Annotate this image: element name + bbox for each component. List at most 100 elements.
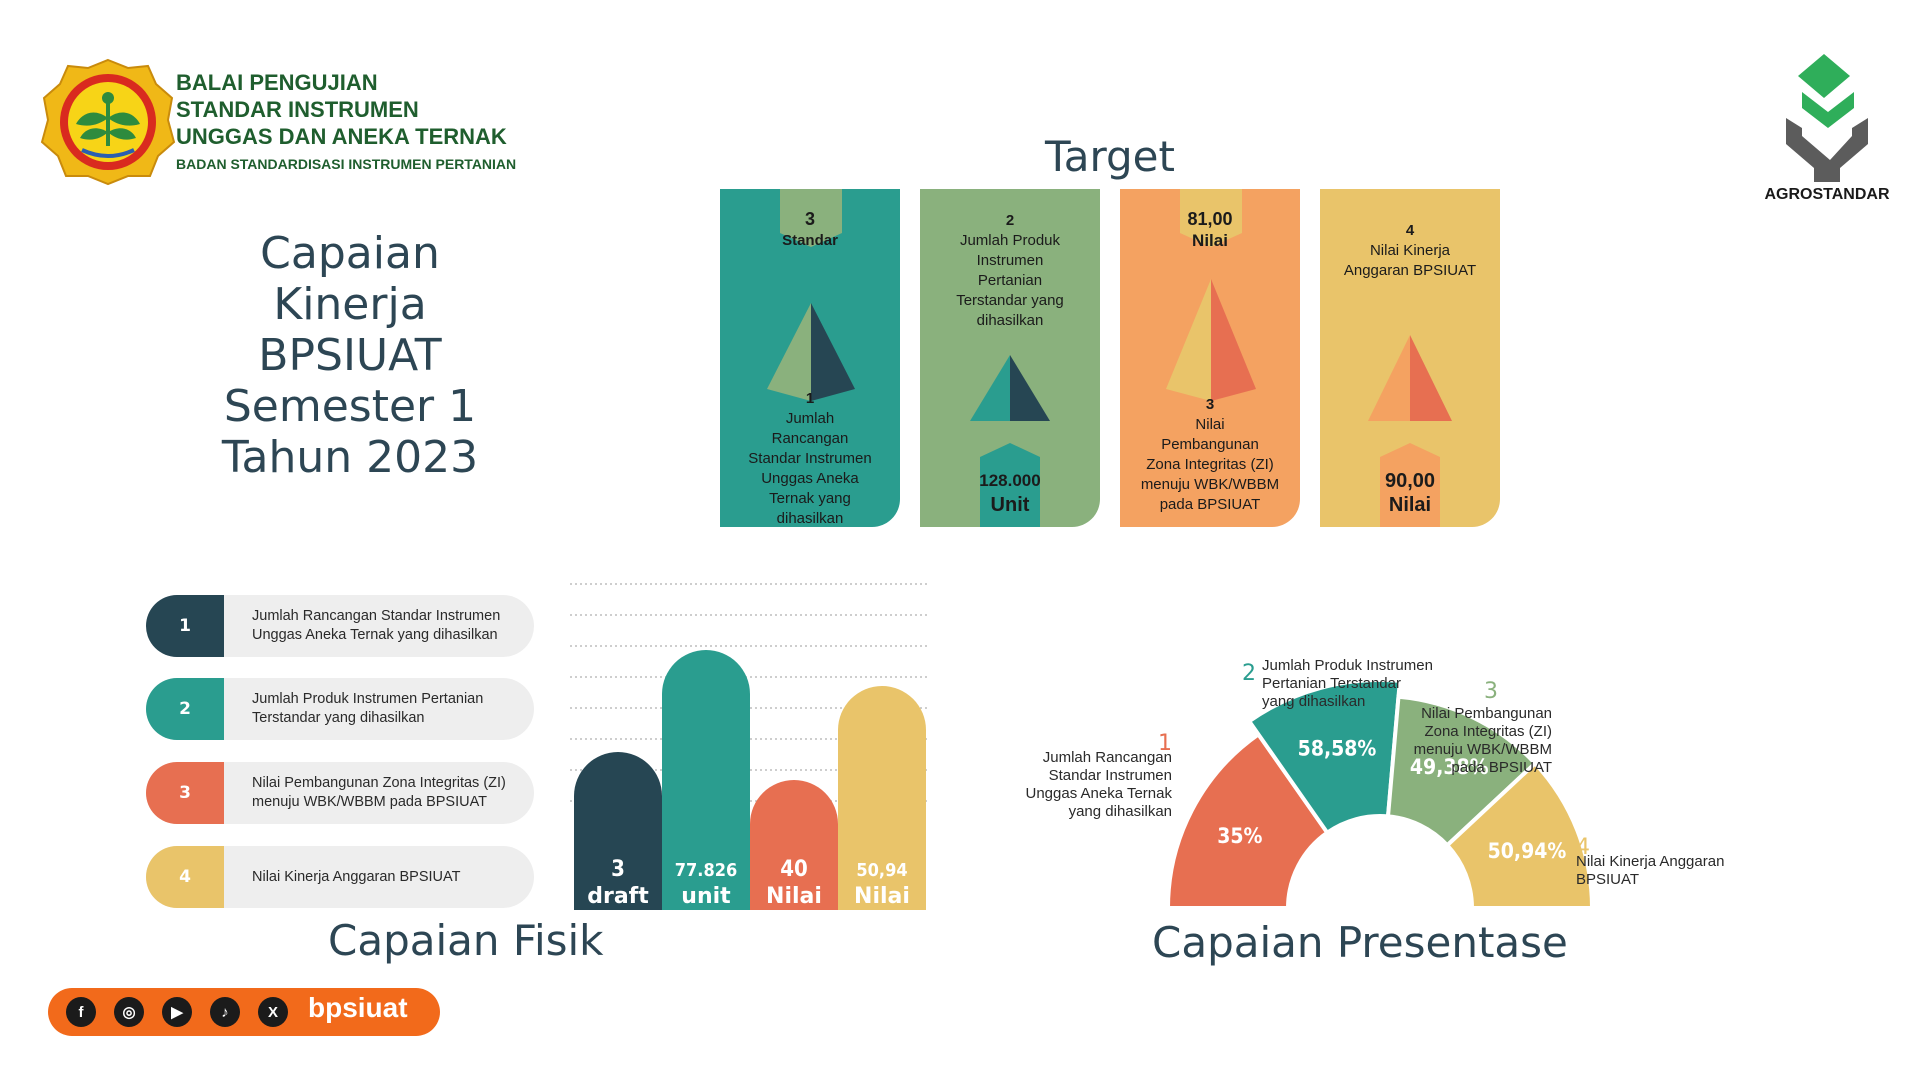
org-name-line-2: STANDAR INSTRUMEN bbox=[176, 97, 419, 122]
segment-description-line: Jumlah Produk Instrumen bbox=[1262, 657, 1433, 674]
social-media-bar: f ◎ ▶ ♪ X bpsiuat bbox=[48, 988, 440, 1036]
segment-number: 4 bbox=[1576, 835, 1590, 860]
legend-item: 1 Jumlah Rancangan Standar Instrumen Ung… bbox=[146, 595, 534, 657]
segment-value-label: 35% bbox=[1217, 824, 1262, 848]
legend-number: 1 bbox=[146, 595, 224, 657]
card-4-number: 4 bbox=[1405, 222, 1415, 239]
card-1-line: Unggas Aneka bbox=[761, 470, 859, 487]
card-1-value: 3 bbox=[804, 209, 815, 229]
card-2-line: dihasilkan bbox=[976, 312, 1044, 329]
tiktok-icon[interactable]: ♪ bbox=[210, 997, 240, 1027]
target-card-1: 3 Standar 1 Jumlah Rancangan Standar Ins… bbox=[720, 189, 900, 527]
bar-value-label: 40 bbox=[780, 857, 808, 882]
youtube-icon[interactable]: ▶ bbox=[162, 997, 192, 1027]
target-card-3: 81,00 Nilai 3 Nilai Pembangunan Zona Int… bbox=[1120, 189, 1300, 527]
card-2-unit: Unit bbox=[990, 494, 1030, 516]
legend-text: Nilai Pembangunan Zona Integritas (ZI) m… bbox=[252, 775, 506, 810]
card-2-line: Terstandar yang bbox=[956, 292, 1064, 309]
legend-number: 2 bbox=[146, 678, 224, 740]
card-3-line: menuju WBK/WBBM bbox=[1140, 476, 1280, 493]
segment-4 bbox=[1444, 760, 1595, 910]
card-3-line: Nilai bbox=[1195, 416, 1225, 433]
main-title-line: Capaian bbox=[260, 228, 440, 279]
card-4-description: 4 Nilai Kinerja Anggaran BPSIUAT bbox=[1320, 221, 1500, 281]
card-4-unit: Nilai bbox=[1388, 494, 1432, 516]
facebook-icon[interactable]: f bbox=[66, 997, 96, 1027]
card-3-line: Pembangunan bbox=[1161, 436, 1259, 453]
card-3-graphic bbox=[1166, 189, 1256, 401]
bar-unit-label: Nilai bbox=[766, 884, 822, 909]
org-name-line-1: BALAI PENGUJIAN bbox=[176, 70, 378, 95]
card-1-line: Jumlah bbox=[785, 410, 835, 427]
main-title-line: BPSIUAT bbox=[258, 330, 442, 381]
bsip-emblem-logo bbox=[40, 58, 176, 186]
legend-number: 4 bbox=[146, 846, 224, 908]
legend-number: 3 bbox=[146, 762, 224, 824]
bar-value-label: 77.826 bbox=[675, 860, 738, 881]
card-1-line: Standar Instrumen bbox=[748, 450, 872, 467]
bar-value-label: 3 bbox=[611, 857, 625, 882]
segment-description-line: yang dihasilkan bbox=[1069, 803, 1172, 820]
agrostandar-logo bbox=[1786, 54, 1868, 182]
segment-description-line: Standar Instrumen bbox=[1049, 767, 1172, 784]
card-1-line: Rancangan bbox=[771, 430, 849, 447]
segment-description-line: Pertanian Terstandar bbox=[1262, 675, 1401, 692]
segment-description-line: BPSIUAT bbox=[1576, 871, 1639, 888]
bar-unit-label: draft bbox=[587, 884, 649, 909]
org-name-line-3: UNGGAS DAN ANEKA TERNAK bbox=[176, 124, 507, 149]
card-2-description: 2 Jumlah Produk Instrumen Pertanian Ters… bbox=[920, 211, 1100, 331]
card-4-graphic bbox=[1368, 335, 1452, 527]
bar-1 bbox=[574, 752, 662, 910]
segment-value-label: 49,38% bbox=[1410, 755, 1489, 779]
card-3-value: 81,00 bbox=[1187, 209, 1233, 229]
main-title: Capaian Kinerja BPSIUAT Semester 1 Tahun… bbox=[190, 228, 510, 483]
card-1-unit: Standar bbox=[782, 232, 838, 249]
card-2-line: Jumlah Produk bbox=[959, 232, 1061, 249]
card-1-line: Ternak yang bbox=[769, 490, 851, 507]
segment-description-line: Unggas Aneka Ternak bbox=[1026, 785, 1173, 802]
bar-unit-label: unit bbox=[681, 884, 731, 909]
main-title-line: Kinerja bbox=[273, 279, 427, 330]
segment-description-line: menuju WBK/WBBM bbox=[1414, 741, 1552, 758]
x-twitter-icon[interactable]: X bbox=[258, 997, 288, 1027]
legend-item: 2 Jumlah Produk Instrumen Pertanian Ters… bbox=[146, 678, 534, 740]
main-title-line: Tahun 2023 bbox=[221, 432, 479, 483]
target-title: Target bbox=[1045, 132, 1175, 181]
card-4-line: Nilai Kinerja bbox=[1369, 242, 1451, 259]
segment-description-line: Jumlah Rancangan bbox=[1043, 749, 1172, 766]
segment-description-line: yang dihasilkan bbox=[1262, 693, 1365, 710]
segment-number: 3 bbox=[1484, 679, 1498, 704]
agrostandar-wordmark: AGROSTANDAR bbox=[1764, 186, 1890, 203]
target-card-4: 4 Nilai Kinerja Anggaran BPSIUAT 90,00 N… bbox=[1320, 189, 1500, 527]
legend-item: 3 Nilai Pembangunan Zona Integritas (ZI)… bbox=[146, 762, 534, 824]
segment-2 bbox=[1246, 678, 1403, 836]
card-2-line: Instrumen bbox=[976, 252, 1044, 269]
card-3-line: Zona Integritas (ZI) bbox=[1146, 456, 1274, 473]
legend-text: Jumlah Rancangan Standar Instrumen Ungga… bbox=[252, 608, 501, 643]
legend-item: 4 Nilai Kinerja Anggaran BPSIUAT bbox=[146, 846, 534, 908]
card-3-unit: Nilai bbox=[1192, 231, 1228, 250]
card-1-number: 1 bbox=[805, 390, 815, 407]
capaian-fisik-title: Capaian Fisik bbox=[328, 916, 604, 965]
segment-value-label: 58,58% bbox=[1298, 737, 1377, 761]
segment-number: 1 bbox=[1158, 731, 1172, 756]
segment-description-line: Nilai Pembangunan bbox=[1421, 705, 1552, 722]
card-4-value: 90,00 bbox=[1384, 470, 1436, 492]
card-2-number: 2 bbox=[1005, 212, 1015, 229]
card-1-description: 1 Jumlah Rancangan Standar Instrumen Ung… bbox=[720, 389, 900, 527]
card-1-line: dihasilkan bbox=[776, 510, 844, 527]
segment-value-label: 50,94% bbox=[1488, 839, 1567, 863]
card-3-number: 3 bbox=[1205, 396, 1215, 413]
segment-description-line: Zona Integritas (ZI) bbox=[1424, 723, 1552, 740]
bar-2 bbox=[662, 650, 750, 910]
target-card-2: 2 Jumlah Produk Instrumen Pertanian Ters… bbox=[920, 189, 1100, 527]
segment-number: 2 bbox=[1242, 661, 1256, 686]
card-4-line: Anggaran BPSIUAT bbox=[1343, 262, 1477, 279]
bar-3 bbox=[750, 780, 838, 910]
bar-value-label: 50,94 bbox=[856, 860, 907, 881]
segment-description-line: pada BPSIUAT bbox=[1451, 759, 1552, 776]
legend-text: Jumlah Produk Instrumen Pertanian Tersta… bbox=[252, 691, 484, 726]
instagram-icon[interactable]: ◎ bbox=[114, 997, 144, 1027]
legend-text: Nilai Kinerja Anggaran BPSIUAT bbox=[252, 868, 461, 885]
